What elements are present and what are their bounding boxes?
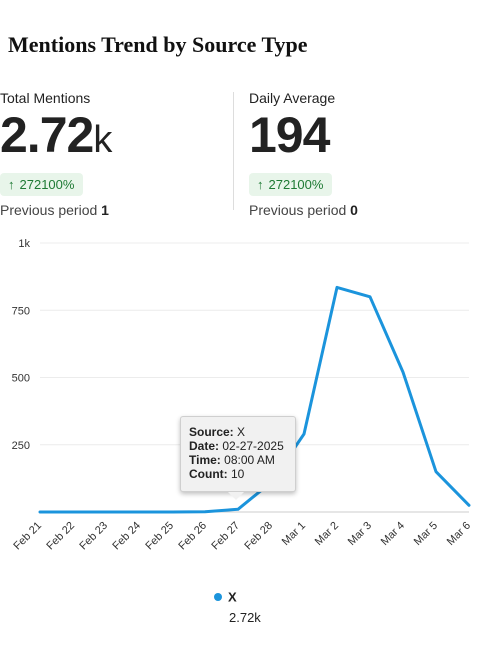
previous-period-value: 0 [350, 202, 358, 218]
arrow-up-icon: ↑ [257, 177, 264, 192]
kpi-divider [233, 92, 234, 210]
x-tick-label: Feb 27 [209, 520, 242, 553]
tooltip-pointer [228, 492, 244, 500]
tooltip-source: Source: X [189, 425, 246, 439]
kpi-value: 2.72k [0, 110, 112, 165]
kpi-number: 2.72 [0, 107, 94, 163]
previous-period-label: Previous period [249, 202, 347, 218]
x-tick-label: Mar 4 [379, 520, 407, 548]
change-badge: ↑ 272100% [0, 173, 84, 196]
x-tick-label: Mar 3 [346, 520, 374, 548]
previous-period: Previous period 1 [0, 202, 112, 218]
chart-title: Mentions Trend by Source Type [8, 32, 308, 57]
tooltip-time: Time: 08:00 AM [189, 453, 275, 467]
y-tick-label: 500 [12, 373, 30, 385]
change-badge: ↑ 272100% [249, 173, 333, 196]
chart-tooltip: Source: X Date: 02-27-2025 Time: 08:00 A… [180, 416, 296, 492]
x-tick-label: Feb 25 [143, 520, 176, 553]
chart-legend[interactable]: X 2.72k [214, 588, 261, 625]
tooltip-count: Count: 10 [189, 467, 245, 481]
x-tick-label: Feb 22 [44, 520, 77, 553]
legend-dot [214, 592, 222, 601]
x-tick-label: Feb 24 [110, 520, 143, 553]
kpi-label: Total Mentions [0, 90, 91, 106]
y-tick-label: 750 [12, 305, 30, 317]
x-tick-label: Feb 21 [11, 520, 44, 553]
previous-period: Previous period 0 [249, 202, 358, 218]
kpi-daily-average: Daily Average 194 ↑ 272100% Previous peri… [249, 90, 358, 218]
x-tick-label: Mar 6 [445, 520, 473, 548]
legend-series-total: 2.72k [229, 610, 261, 625]
kpi-value: 194 [249, 110, 358, 165]
x-tick-label: Feb 28 [242, 520, 275, 553]
x-tick-label: Mar 2 [313, 520, 341, 548]
previous-period-value: 1 [101, 202, 109, 218]
kpi-label: Daily Average [249, 90, 336, 106]
legend-series-name: X [228, 589, 237, 605]
x-tick-label: Feb 26 [176, 520, 209, 553]
y-tick-label: 1k [18, 238, 30, 250]
x-tick-label: Feb 23 [77, 520, 110, 553]
tooltip-date: Date: 02-27-2025 [189, 439, 284, 453]
x-tick-label: Mar 1 [280, 520, 308, 548]
kpi-number: 194 [249, 107, 330, 163]
change-value: 272100% [19, 177, 75, 192]
change-value: 272100% [268, 177, 324, 192]
x-tick-label: Mar 5 [412, 520, 440, 548]
kpi-unit: k [93, 119, 113, 161]
arrow-up-icon: ↑ [8, 177, 15, 192]
y-tick-label: 250 [12, 440, 30, 452]
previous-period-label: Previous period [0, 202, 98, 218]
kpi-total-mentions: Total Mentions 2.72k ↑ 272100% Previous p… [0, 90, 112, 218]
series-line-x [38, 285, 471, 514]
